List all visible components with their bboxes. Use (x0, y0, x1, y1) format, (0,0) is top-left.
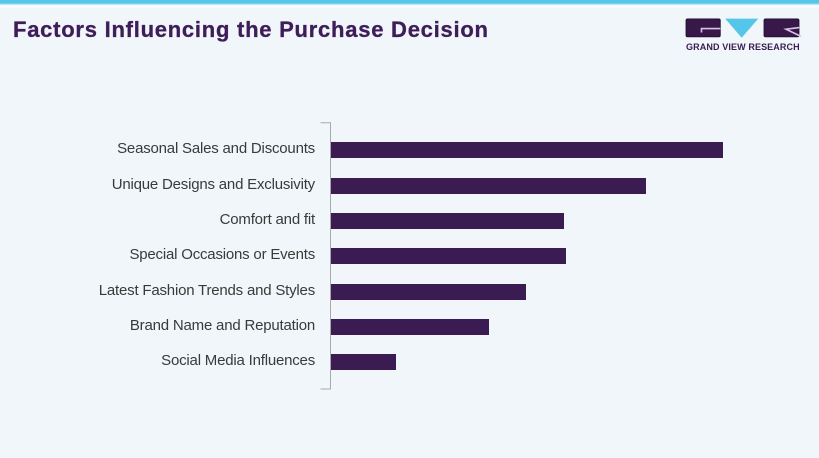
svg-text:GRAND VIEW RESEARCH: GRAND VIEW RESEARCH (686, 42, 800, 52)
